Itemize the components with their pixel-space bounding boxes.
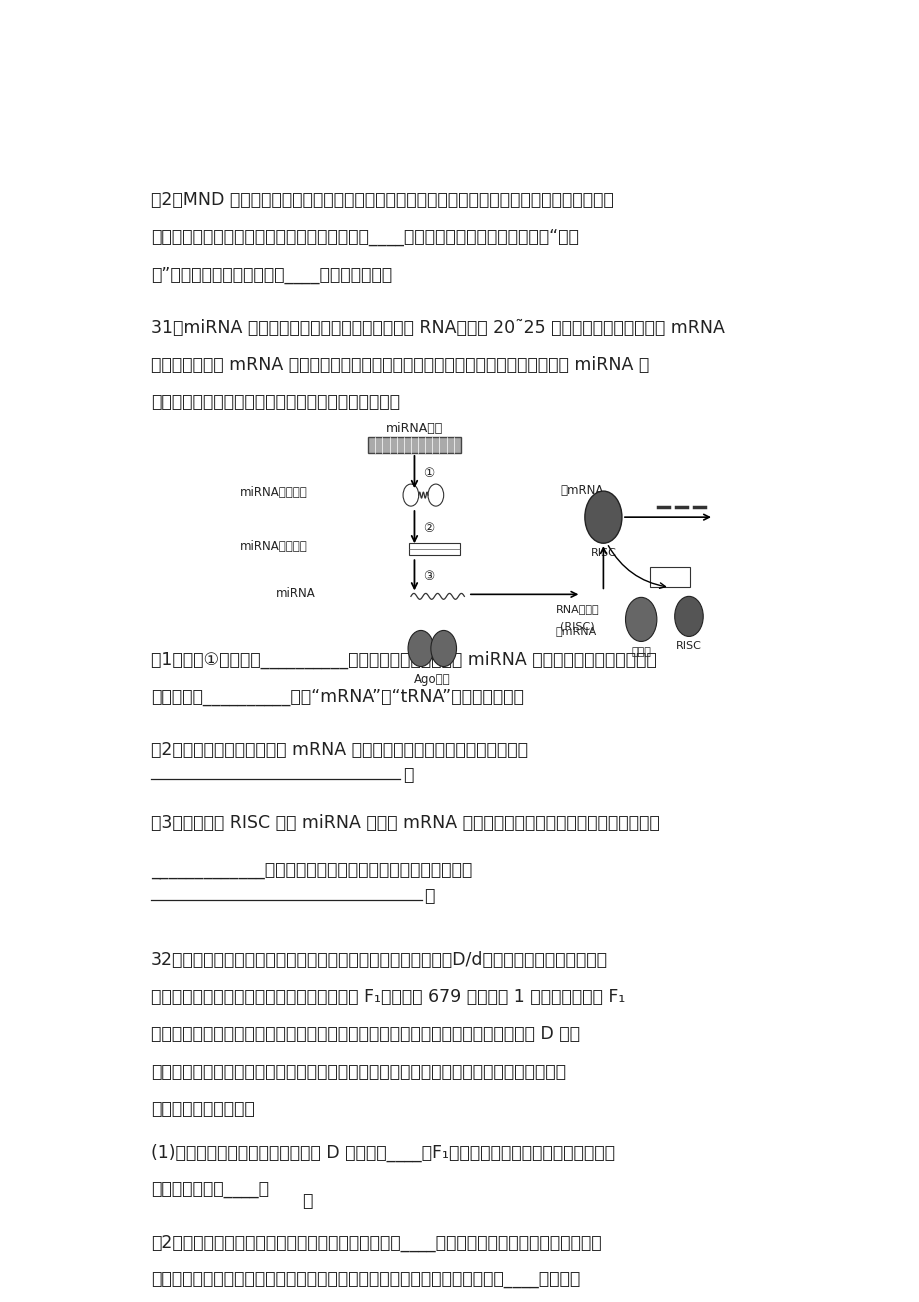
- Text: (RISC): (RISC): [560, 621, 594, 631]
- Text: （1）图中①过程需要__________酶的催化，该过程形成的 miRNA 分子前体中含有氢键，参与: （1）图中①过程需要__________酶的催化，该过程形成的 miRNA 分子…: [151, 651, 655, 669]
- Text: （2）在翻译过程中往往一条 mRNA 上会结合多个核糖体，该现象的意义是: （2）在翻译过程中往往一条 mRNA 上会结合多个核糖体，该现象的意义是: [151, 741, 528, 759]
- Text: （2）MND 的发病机理是突触间隙谷氨酸过多，持续作用于突触后膜最终导致突触后神经元吸水: （2）MND 的发病机理是突触间隙谷氨酸过多，持续作用于突触后膜最终导致突触后神…: [151, 191, 613, 210]
- Text: 的配子，原因是____。: 的配子，原因是____。: [151, 1181, 268, 1199]
- Text: 人”病症，其作用机理可能是____（答出三点）。: 人”病症，其作用机理可能是____（答出三点）。: [151, 266, 391, 284]
- Text: 破裂，据图推测突触后神经元吸水破裂的原因是____。某药物通过作用于突触来缓解“渐冻: 破裂，据图推测突触后神经元吸水破裂的原因是____。某药物通过作用于突触来缓解“…: [151, 228, 578, 246]
- Text: 观察绿株甲花粉母细胞的减数第一次分裂前期得到验证，原因是该时期会发生____，这种染: 观察绿株甲花粉母细胞的减数第一次分裂前期得到验证，原因是该时期会发生____，这…: [151, 1271, 579, 1289]
- Text: 核糖体: 核糖体: [630, 647, 651, 658]
- Text: 翻译过程的__________（填“mRNA”或“tRNA”）上也有氢键。: 翻译过程的__________（填“mRNA”或“tRNA”）上也有氢键。: [151, 687, 523, 706]
- Text: 抑制: 抑制: [663, 572, 675, 581]
- Text: 的结合，或促使 mRNA 降解，或阻碍其翻译，从而抑制目的基因的表达。如图所示为 miRNA 在: 的结合，或促使 mRNA 降解，或阻碍其翻译，从而抑制目的基因的表达。如图所示为…: [151, 355, 648, 374]
- Text: RISC: RISC: [675, 642, 701, 651]
- Circle shape: [403, 484, 418, 506]
- Text: miRNA基因: miRNA基因: [385, 422, 443, 435]
- Text: 。: 。: [424, 887, 435, 905]
- Text: 代产生绿株甲的原因，有人提出了两种假设。假设一：基因突变；假设二：含有基因 D 的片: 代产生绿株甲的原因，有人提出了两种假设。假设一：基因突变；假设二：含有基因 D …: [151, 1026, 579, 1043]
- Circle shape: [674, 596, 702, 637]
- Text: 细胞中产生及发挥调控功能的过程。请回答下列问题：: 细胞中产生及发挥调控功能的过程。请回答下列问题：: [151, 393, 399, 411]
- Text: ②: ②: [423, 522, 434, 535]
- Text: miRNA分子前体: miRNA分子前体: [240, 486, 307, 499]
- Text: 。: 。: [301, 1193, 312, 1210]
- Circle shape: [625, 598, 656, 642]
- Text: Ago蛋白: Ago蛋白: [414, 673, 450, 686]
- Text: 。: 。: [403, 766, 413, 784]
- Text: miRNA: miRNA: [275, 587, 315, 600]
- Circle shape: [584, 491, 621, 543]
- Bar: [408, 543, 460, 555]
- Bar: [368, 437, 460, 453]
- Bar: [649, 568, 689, 587]
- Text: ①: ①: [423, 467, 434, 480]
- Text: 31、miRNA 是一类具有负调控功能的非编码微小 RNA，约含 20˜25 个核苷酸，主要通过与靶 mRNA: 31、miRNA 是一类具有负调控功能的非编码微小 RNA，约含 20˜25 个…: [151, 319, 724, 337]
- Text: （3）据图分析 RISC 中的 miRNA 能与靶 mRNA 碱基配对，若两者之间完全配对，则会导致: （3）据图分析 RISC 中的 miRNA 能与靶 mRNA 碱基配对，若两者之…: [151, 814, 659, 832]
- Text: 亡）。回答下列问题：: 亡）。回答下列问题：: [151, 1100, 255, 1117]
- Text: 线照射某一纯合紫株后，再与绿株杂交，发现 F₁代有紫株 679 株，绿株 1 株（甲）。针对 F₁: 线照射某一纯合紫株后，再与绿株杂交，发现 F₁代有紫株 679 株，绿株 1 株…: [151, 988, 624, 1006]
- Text: ③: ③: [423, 570, 434, 583]
- Text: 段缺失（注：一条染色体片段缺失不影响个体生存，两条同源染色体缺失相同片段的个体死: 段缺失（注：一条染色体片段缺失不影响个体生存，两条同源染色体缺失相同片段的个体死: [151, 1062, 565, 1081]
- Text: 靶mRNA: 靶mRNA: [555, 626, 596, 637]
- Circle shape: [408, 630, 433, 667]
- Circle shape: [430, 630, 456, 667]
- Text: miRNA分子前体: miRNA分子前体: [240, 540, 307, 553]
- Text: （2）若假设一成立，则这种变异发生的时期最可能是____。若假设二成立，则可以通过显微镜: （2）若假设一成立，则这种变异发生的时期最可能是____。若假设二成立，则可以通…: [151, 1234, 601, 1253]
- Text: RISC: RISC: [590, 548, 616, 559]
- Text: RNA诱导物: RNA诱导物: [555, 604, 598, 615]
- Text: (1)该植株颜色性状中，由显性基因 D 控制的是____。F₁代紫株会产生两种基因型且比例相等: (1)该植株颜色性状中，由显性基因 D 控制的是____。F₁代紫株会产生两种基…: [151, 1144, 614, 1163]
- Text: 靶mRNA: 靶mRNA: [560, 483, 604, 496]
- Circle shape: [427, 484, 443, 506]
- Text: _____________；若两者之间只有部分区域发生了匹配，则会: _____________；若两者之间只有部分区域发生了匹配，则会: [151, 862, 471, 880]
- Text: 32、某自花传粉植物的紫株和绿株由常染色体上一对等位基因（D/d）控制，育种工作者用紫外: 32、某自花传粉植物的紫株和绿株由常染色体上一对等位基因（D/d）控制，育种工作…: [151, 952, 607, 969]
